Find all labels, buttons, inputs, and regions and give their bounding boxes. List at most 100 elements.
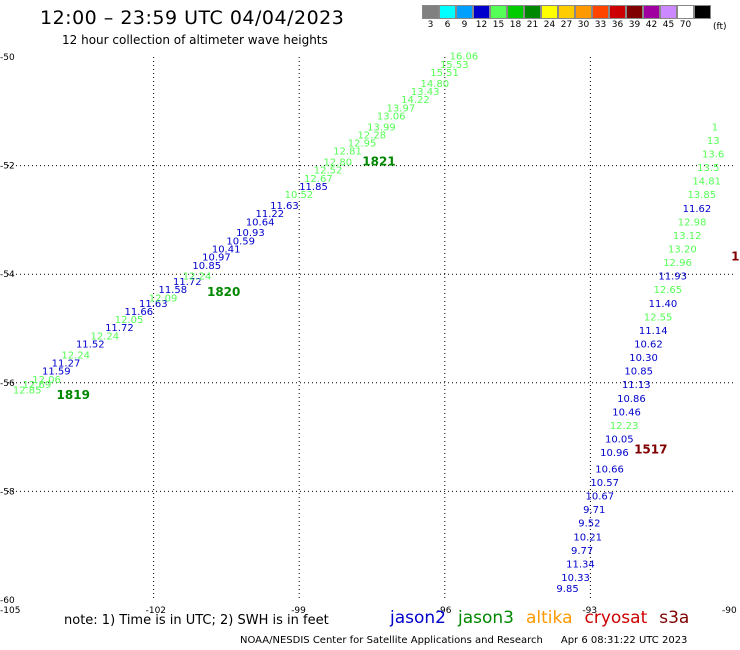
wave-height-label: 11.62 <box>683 204 712 215</box>
color-swatch <box>422 5 439 19</box>
wave-height-label: 9.85 <box>556 584 578 595</box>
pass-time-label: 1820 <box>207 285 240 299</box>
wave-height-label: 13 <box>707 136 720 147</box>
wave-height-label: 12.09 <box>149 293 178 304</box>
color-swatch <box>643 5 660 19</box>
wave-height-label: 10.85 <box>192 261 221 272</box>
color-scale-label: 9 <box>461 20 468 30</box>
wave-height-label: 12.28 <box>357 130 386 141</box>
satellite-name: jason3 <box>458 608 514 628</box>
color-scale-bin: 30 <box>575 5 592 32</box>
pass-time-label: 1819 <box>57 388 90 402</box>
wave-height-label: 11.72 <box>173 277 202 288</box>
wave-height-label: 10.62 <box>634 340 663 351</box>
chart-title: 12:00 – 23:59 UTC 04/04/2023 <box>40 7 345 29</box>
satellite-name: s3a <box>659 608 690 628</box>
wave-height-label: 11.63 <box>139 299 168 310</box>
wave-height-label: 10.96 <box>600 448 629 459</box>
wave-height-label: 12.52 <box>314 166 343 177</box>
color-swatch <box>473 5 490 19</box>
color-scale-label: 45 <box>662 20 675 30</box>
y-tick-label: -56 <box>0 379 15 389</box>
color-swatch <box>660 5 677 19</box>
color-swatch <box>507 5 524 19</box>
color-swatch <box>439 5 456 19</box>
wave-height-label: 12.23 <box>610 421 639 432</box>
wave-height-label: 10.86 <box>617 394 646 405</box>
wave-height-label: 11.59 <box>42 367 71 378</box>
wave-height-label: 10.57 <box>590 478 619 489</box>
wave-height-label: 11.63 <box>270 201 299 212</box>
color-scale-bin: 6 <box>439 5 456 32</box>
color-swatch <box>592 5 609 19</box>
y-tick-label: -60 <box>0 596 15 606</box>
wave-height-label: 12.05 <box>115 315 144 326</box>
x-tick-label: -96 <box>437 606 452 616</box>
satellite-name: cryosat <box>584 608 648 628</box>
color-scale-bin: 9 <box>456 5 473 32</box>
color-scale-label: 42 <box>645 20 658 30</box>
wave-height-label: 12.96 <box>663 258 692 269</box>
wave-height-label: 12.65 <box>653 285 682 296</box>
note-text: note: 1) Time is in UTC; 2) SWH is in fe… <box>64 613 329 628</box>
wave-height-label: 13.43 <box>411 87 440 98</box>
wave-height-label: 13.06 <box>377 111 406 122</box>
x-tick-label: -102 <box>146 606 166 616</box>
wave-height-label: 12.85 <box>13 386 42 397</box>
wave-height-label: 10.52 <box>285 190 314 201</box>
wave-height-label: 13.99 <box>367 122 396 133</box>
color-scale-bin: 39 <box>626 5 643 32</box>
satellite-name: jason2 <box>390 608 446 628</box>
x-tick-label: -99 <box>291 606 306 616</box>
wave-height-label: 13.12 <box>673 231 702 242</box>
wave-height-label: 15.51 <box>430 68 459 79</box>
wave-height-label: 15.53 <box>440 60 469 71</box>
x-tick-label: -105 <box>0 606 20 616</box>
color-scale-bin: 27 <box>558 5 575 32</box>
color-scale-label: 21 <box>526 20 539 30</box>
wave-height-label: 10.66 <box>595 464 624 475</box>
wave-height-label: 12.67 <box>304 174 333 185</box>
wave-height-label: 9.71 <box>583 505 605 516</box>
color-swatch <box>575 5 592 19</box>
pass-time-label: 15 <box>731 250 740 264</box>
x-tick-label: -90 <box>722 606 737 616</box>
wave-height-label: 10.67 <box>586 492 615 503</box>
color-swatch <box>541 5 558 19</box>
wave-height-label: 11.52 <box>76 340 105 351</box>
color-scale-label: 27 <box>560 20 573 30</box>
wave-height-label: 9.52 <box>578 519 600 530</box>
y-tick-label: -58 <box>0 487 15 497</box>
color-scale-bin: 21 <box>524 5 541 32</box>
color-scale-bin: 42 <box>643 5 660 32</box>
wave-height-label: 14.80 <box>421 79 450 90</box>
wave-height-label: 10.30 <box>629 353 658 364</box>
pass-time-label: 1821 <box>362 155 395 169</box>
wave-height-label: 12.80 <box>323 158 352 169</box>
color-scale-label: 6 <box>444 20 451 30</box>
color-scale-bin: 24 <box>541 5 558 32</box>
wave-height-label: 13.6 <box>702 149 724 160</box>
pass-time-label: 1517 <box>634 442 667 456</box>
footer-credit: NOAA/NESDIS Center for Satellite Applica… <box>240 635 543 646</box>
color-swatch <box>677 5 694 19</box>
wave-height-label: 11.27 <box>52 359 81 370</box>
color-scale-unit: (ft) <box>713 22 727 32</box>
color-scale-label: 30 <box>577 20 590 30</box>
wave-height-label: 11.93 <box>658 272 687 283</box>
wave-height-label: 12.24 <box>61 350 90 361</box>
y-tick-label: -50 <box>0 53 15 63</box>
footer-timestamp: Apr 6 08:31:22 UTC 2023 <box>560 635 688 646</box>
wave-height-label: 12.98 <box>678 217 707 228</box>
wave-height-label: 10.85 <box>624 367 653 378</box>
wave-height-label: 12.55 <box>644 312 673 323</box>
color-scale-label: 24 <box>543 20 556 30</box>
satellite-legend: jason2 jason3 altika cryosat s3a <box>390 608 701 628</box>
wave-height-label: 10.05 <box>605 435 634 446</box>
color-scale-bin: 15 <box>490 5 507 32</box>
color-scale-legend: 3 6 9 12 15 18 21 24 27 30 33 36 39 42 45 70 (ft) <box>422 5 727 32</box>
color-swatch <box>456 5 473 19</box>
wave-height-label: 13.85 <box>687 190 716 201</box>
color-scale-label: 18 <box>509 20 522 30</box>
wave-height-label: 10.33 <box>561 573 590 584</box>
